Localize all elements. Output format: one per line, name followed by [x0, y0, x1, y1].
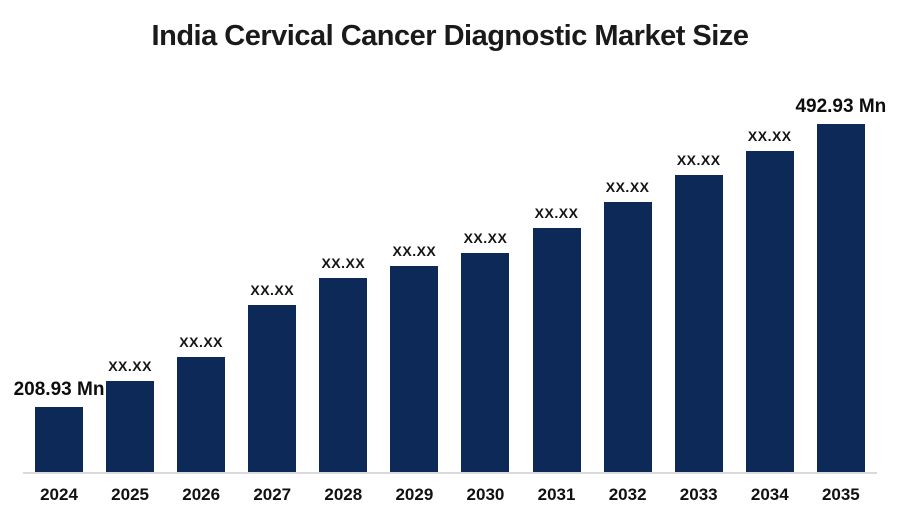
bar-group: 492.93 Mn [795, 96, 886, 472]
bar-group: XX.XX [461, 230, 510, 472]
bar-group: XX.XX [745, 128, 794, 472]
plot-area: 208.93 Mn XX.XX XX.XX XX.XX XX.XX XX.XX … [14, 80, 886, 472]
bar-group: XX.XX [106, 358, 155, 472]
bar-value-label: XX.XX [250, 282, 295, 298]
bar-group: XX.XX [319, 255, 368, 472]
x-axis-tick-label: 2033 [679, 485, 718, 504]
x-axis-tick-label: 2026 [182, 485, 221, 504]
x-axis-line [23, 472, 877, 474]
bar [603, 202, 652, 472]
bar [745, 151, 794, 472]
bar-value-label: XX.XX [605, 179, 650, 195]
bar-group: XX.XX [177, 334, 226, 472]
bar-group: XX.XX [390, 243, 439, 472]
bar-group: XX.XX [532, 205, 581, 472]
x-axis-tick-label: 2029 [395, 485, 434, 504]
x-axis-tick-label: 2028 [324, 485, 363, 504]
bar-group: XX.XX [674, 152, 723, 472]
bar-value-label: 492.93 Mn [795, 96, 887, 117]
bar-value-label: XX.XX [321, 255, 366, 271]
bar-value-label: XX.XX [179, 334, 224, 350]
bar [674, 175, 723, 472]
x-axis: 2024 2025 2026 2027 2028 2029 2030 2031 … [23, 485, 877, 505]
bar [177, 357, 226, 472]
bar-group: 208.93 Mn [14, 379, 104, 472]
x-axis-tick-label: 2027 [253, 485, 292, 504]
bar [35, 407, 83, 472]
bar [106, 381, 155, 472]
bar [532, 228, 581, 472]
bar-value-label: XX.XX [463, 230, 508, 246]
x-axis-tick-label: 2030 [466, 485, 505, 504]
bar-value-label: XX.XX [676, 152, 721, 168]
x-axis-tick-label: 2032 [608, 485, 647, 504]
bar-group: XX.XX [248, 282, 297, 472]
bar [461, 253, 510, 472]
x-axis-tick-label: 2034 [750, 485, 789, 504]
bar-value-label: 208.93 Mn [13, 379, 105, 400]
bar [319, 278, 368, 472]
bar [248, 305, 297, 472]
x-axis-tick-label: 2035 [821, 485, 860, 504]
x-axis-tick-label: 2024 [40, 485, 78, 504]
x-axis-tick-label: 2031 [537, 485, 576, 504]
bar-value-label: XX.XX [534, 205, 579, 221]
bar [390, 266, 439, 472]
bar-group: XX.XX [603, 179, 652, 472]
bar-value-label: XX.XX [108, 358, 152, 374]
bar-value-label: XX.XX [747, 128, 792, 144]
x-axis-tick-label: 2025 [111, 485, 149, 504]
chart-title: India Cervical Cancer Diagnostic Market … [151, 20, 749, 52]
bar [816, 124, 865, 472]
bar-value-label: XX.XX [392, 243, 437, 259]
